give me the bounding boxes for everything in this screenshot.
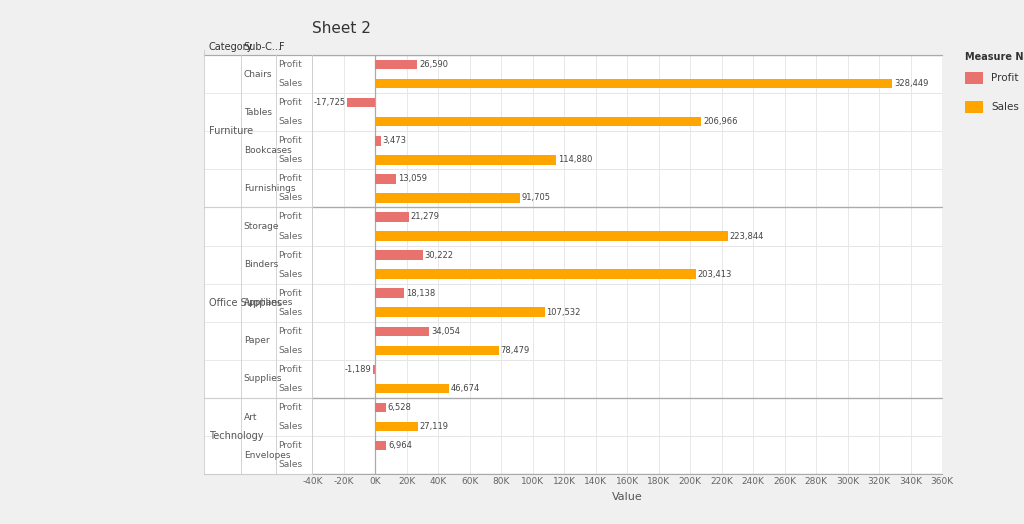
Text: Profit: Profit (279, 98, 302, 107)
Text: Sub-C...: Sub-C... (244, 42, 282, 52)
Text: Sales: Sales (279, 346, 303, 355)
Text: 114,880: 114,880 (558, 155, 593, 165)
Text: 203,413: 203,413 (697, 270, 732, 279)
Bar (375, 288, 403, 298)
Text: Profit: Profit (279, 289, 302, 298)
Text: Sales: Sales (279, 460, 303, 469)
Text: 3,473: 3,473 (383, 136, 407, 145)
Text: Profit: Profit (279, 441, 302, 450)
Text: Profit: Profit (279, 327, 302, 336)
Text: 30,222: 30,222 (425, 250, 454, 259)
Bar (375, 403, 386, 412)
Text: 13,059: 13,059 (397, 174, 427, 183)
Text: Sales: Sales (991, 102, 1019, 112)
Text: F: F (279, 42, 284, 52)
Text: Profit: Profit (991, 73, 1019, 83)
Text: Storage: Storage (244, 222, 280, 231)
Text: 34,054: 34,054 (431, 327, 460, 336)
Text: 27,119: 27,119 (420, 422, 449, 431)
Text: 206,966: 206,966 (703, 117, 737, 126)
Bar (375, 269, 695, 279)
Text: Profit: Profit (279, 174, 302, 183)
Text: 46,674: 46,674 (451, 384, 480, 393)
Bar (375, 250, 423, 260)
Bar (375, 212, 409, 222)
Text: 328,449: 328,449 (894, 79, 929, 88)
Text: Category: Category (209, 42, 253, 52)
Text: Profit: Profit (279, 136, 302, 145)
Text: Profit: Profit (279, 365, 302, 374)
Text: Furniture: Furniture (209, 126, 253, 136)
Text: 91,705: 91,705 (521, 193, 551, 202)
Bar (375, 60, 417, 69)
Text: Technology: Technology (209, 431, 263, 441)
Text: Bookcases: Bookcases (244, 146, 292, 155)
Text: 78,479: 78,479 (501, 346, 530, 355)
Text: Tables: Tables (244, 108, 271, 117)
Text: Paper: Paper (244, 336, 269, 345)
X-axis label: Value: Value (611, 492, 643, 501)
Bar (375, 326, 429, 336)
Bar (347, 98, 375, 107)
Text: -17,725: -17,725 (313, 98, 345, 107)
Text: Sales: Sales (279, 155, 303, 165)
Text: 107,532: 107,532 (547, 308, 581, 316)
Text: Sales: Sales (279, 79, 303, 88)
Text: 6,964: 6,964 (388, 441, 412, 450)
Text: Sales: Sales (279, 270, 303, 279)
Bar (375, 155, 556, 165)
Bar (374, 365, 375, 374)
Text: Sales: Sales (279, 193, 303, 202)
Bar (375, 231, 728, 241)
Text: Envelopes: Envelopes (244, 451, 290, 460)
Text: Binders: Binders (244, 260, 278, 269)
Bar (375, 422, 418, 431)
Text: Sales: Sales (279, 308, 303, 316)
Text: Furnishings: Furnishings (244, 184, 295, 193)
Text: 26,590: 26,590 (419, 60, 449, 69)
Text: 223,844: 223,844 (730, 232, 764, 241)
Text: Supplies: Supplies (244, 375, 283, 384)
Text: Measure Names: Measure Names (965, 52, 1024, 62)
Bar (375, 441, 386, 451)
Text: Sales: Sales (279, 117, 303, 126)
Text: Sales: Sales (279, 422, 303, 431)
Bar (375, 193, 519, 203)
Text: Profit: Profit (279, 250, 302, 259)
Bar (375, 174, 396, 183)
Text: Profit: Profit (279, 60, 302, 69)
Text: Sales: Sales (279, 384, 303, 393)
Text: -1,189: -1,189 (345, 365, 372, 374)
Bar (375, 117, 701, 126)
Text: Profit: Profit (279, 213, 302, 222)
Bar (375, 136, 381, 146)
Text: Chairs: Chairs (244, 70, 272, 79)
Text: Art: Art (244, 412, 257, 421)
Bar (375, 308, 545, 317)
Bar (375, 346, 499, 355)
Bar (375, 384, 449, 393)
Text: 21,279: 21,279 (411, 213, 439, 222)
Text: Profit: Profit (279, 403, 302, 412)
Text: 18,138: 18,138 (406, 289, 435, 298)
Text: 6,528: 6,528 (387, 403, 412, 412)
Text: Office Supplies: Office Supplies (209, 298, 282, 308)
Text: Sales: Sales (279, 232, 303, 241)
Bar (375, 79, 892, 89)
Text: Sheet 2: Sheet 2 (312, 21, 371, 36)
Text: Appliances: Appliances (244, 298, 293, 307)
